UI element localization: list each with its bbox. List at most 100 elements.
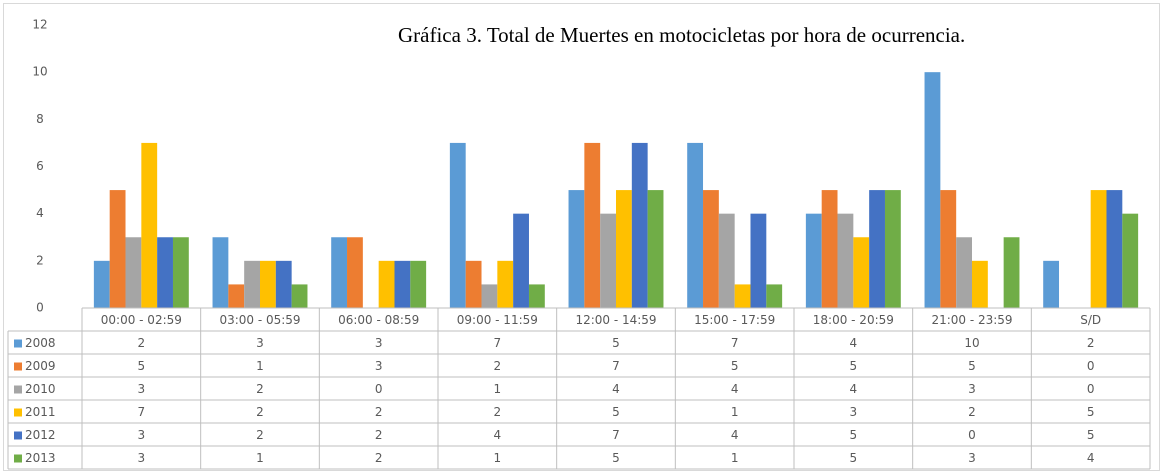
bar — [805, 213, 822, 308]
table-cell: 1 — [731, 405, 739, 419]
table-cell: 5 — [612, 336, 620, 350]
table-cell: 7 — [612, 428, 620, 442]
bar — [465, 260, 482, 308]
table-cell: 2 — [375, 451, 383, 465]
bar — [616, 190, 632, 308]
legend-label: 2008 — [25, 336, 56, 350]
table-cell: 3 — [850, 405, 858, 419]
bar — [410, 260, 427, 308]
bar — [837, 213, 854, 308]
table-cell: 0 — [1087, 382, 1095, 396]
x-tick-label: 00:00 - 02:59 — [101, 313, 182, 327]
table-cell: 1 — [494, 451, 502, 465]
bar — [228, 284, 245, 308]
bar — [1003, 237, 1020, 308]
legend-swatch — [14, 339, 22, 348]
bar — [869, 190, 885, 308]
table-cell: 3 — [375, 359, 383, 373]
table-cell: 2 — [256, 428, 264, 442]
bar — [212, 237, 229, 308]
x-tick-label: S/D — [1080, 313, 1101, 327]
table-cell: 4 — [731, 428, 739, 442]
bar — [497, 260, 514, 308]
table-cell: 7 — [731, 336, 739, 350]
table-cell: 4 — [1087, 451, 1095, 465]
bar — [884, 190, 901, 308]
bar — [568, 190, 585, 308]
bar — [291, 284, 308, 308]
x-tick-label: 12:00 - 14:59 — [575, 313, 656, 327]
legend-label: 2013 — [25, 451, 56, 465]
bar — [260, 260, 276, 308]
bar — [687, 142, 704, 308]
bar — [940, 190, 957, 308]
bar — [600, 213, 616, 308]
bar — [734, 284, 751, 308]
y-tick-label: 2 — [36, 253, 44, 267]
table-cell: 2 — [494, 405, 502, 419]
legend-label: 2009 — [25, 359, 56, 373]
table-cell: 1 — [256, 451, 264, 465]
table-cell: 2 — [138, 336, 146, 350]
table-cell: 3 — [138, 451, 146, 465]
table-cell: 1 — [256, 359, 264, 373]
table-cell: 4 — [494, 428, 502, 442]
x-tick-label: 21:00 - 23:59 — [931, 313, 1012, 327]
bar — [93, 260, 110, 308]
y-tick-label: 12 — [32, 18, 47, 32]
bar — [853, 237, 870, 308]
table-cell: 0 — [1087, 359, 1095, 373]
table-cell: 5 — [968, 359, 976, 373]
table-cell: 0 — [968, 428, 976, 442]
table-cell: 3 — [968, 382, 976, 396]
table-cell: 7 — [494, 336, 502, 350]
legend-label: 2011 — [25, 405, 56, 419]
bar — [481, 284, 498, 308]
bar — [821, 190, 838, 308]
bar — [1122, 213, 1139, 308]
bar — [394, 260, 411, 308]
legend-swatch — [14, 431, 22, 440]
y-tick-label: 6 — [36, 159, 44, 173]
bar — [449, 142, 466, 308]
table-cell: 2 — [1087, 336, 1095, 350]
table-cell: 7 — [612, 359, 620, 373]
legend-swatch — [14, 454, 22, 463]
table-cell: 5 — [731, 359, 739, 373]
table-cell: 1 — [494, 382, 502, 396]
table-cell: 3 — [138, 382, 146, 396]
bar — [1090, 190, 1107, 308]
table-cell: 2 — [375, 405, 383, 419]
legend-label: 2012 — [25, 428, 56, 442]
table-cell: 4 — [612, 382, 620, 396]
table-cell: 4 — [731, 382, 739, 396]
x-tick-label: 18:00 - 20:59 — [813, 313, 894, 327]
bar — [378, 260, 395, 308]
table-cell: 5 — [612, 405, 620, 419]
bar — [347, 237, 363, 308]
bar — [1106, 190, 1123, 308]
y-tick-label: 4 — [36, 206, 44, 220]
table-cell: 1 — [731, 451, 739, 465]
bar — [513, 213, 529, 308]
bar — [244, 260, 260, 308]
legend-label: 2010 — [25, 382, 56, 396]
bar — [718, 213, 735, 308]
table-cell: 3 — [256, 336, 264, 350]
table-cell: 2 — [968, 405, 976, 419]
bar — [924, 72, 941, 309]
table-cell: 3 — [968, 451, 976, 465]
table-cell: 5 — [1087, 405, 1095, 419]
bar — [528, 284, 545, 308]
bar — [331, 237, 348, 308]
y-tick-label: 8 — [36, 112, 44, 126]
table-cell: 7 — [138, 405, 146, 419]
bar — [956, 237, 972, 308]
bar — [584, 142, 601, 308]
bar — [766, 284, 783, 308]
table-cell: 2 — [256, 405, 264, 419]
table-cell: 2 — [494, 359, 502, 373]
bar — [125, 237, 142, 308]
legend-swatch — [14, 385, 22, 394]
